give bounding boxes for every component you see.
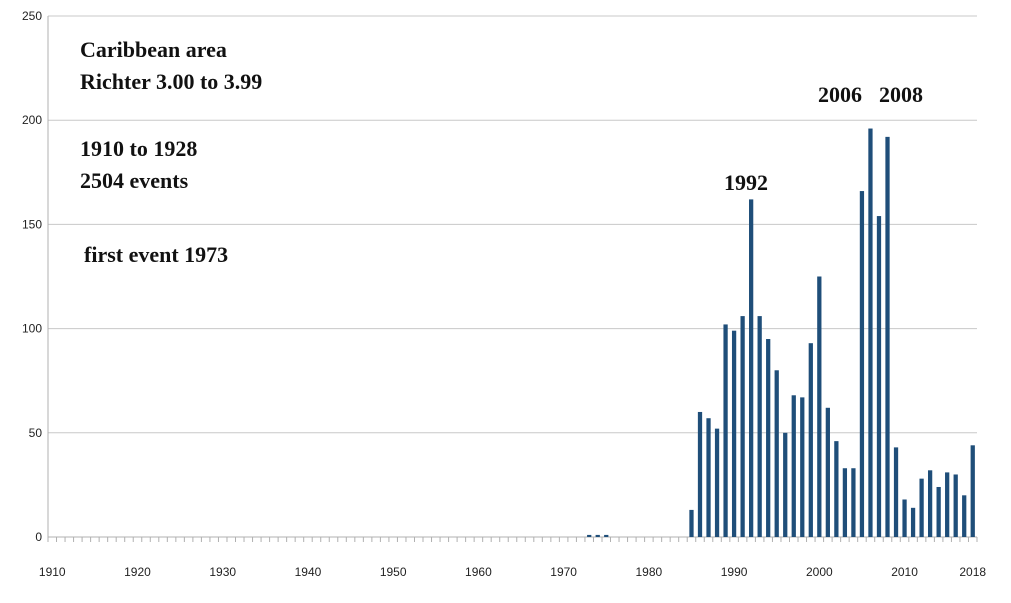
annotation-region: Caribbean area	[80, 37, 227, 62]
bar-1973	[587, 534, 592, 537]
bar-1988	[714, 428, 720, 537]
bar-2007	[876, 216, 882, 537]
bar-2006	[868, 128, 873, 537]
y-tick-label: 0	[35, 530, 42, 544]
bar-1992	[749, 199, 754, 537]
bar-2018	[970, 445, 975, 537]
bar-2001	[825, 407, 830, 537]
annotation-magnitude: Richter 3.00 to 3.99	[80, 69, 262, 94]
bar-2016	[953, 474, 958, 537]
x-tick-label: 1960	[465, 565, 492, 579]
y-axis-ticks: 0 50 100 150 200 250	[22, 9, 42, 544]
bar-1998	[800, 397, 805, 537]
bar-2015	[945, 472, 950, 537]
x-tick-label: 2010	[891, 565, 918, 579]
bar-1991	[740, 316, 745, 537]
x-tick-label: 1990	[721, 565, 748, 579]
x-tick-label: 2000	[806, 565, 833, 579]
bar-2004	[851, 468, 856, 537]
y-tick-label: 50	[29, 426, 43, 440]
bar-2000	[817, 276, 822, 537]
bars	[587, 128, 975, 537]
x-tick-label: 1930	[209, 565, 236, 579]
bar-2017	[962, 495, 967, 537]
bar-1974	[595, 534, 600, 537]
x-tick-label: 1980	[636, 565, 663, 579]
y-tick-label: 150	[22, 217, 42, 231]
bar-1986	[697, 411, 703, 537]
bar-1996	[783, 432, 788, 537]
bar-2002	[834, 441, 839, 537]
bar-2005	[859, 191, 865, 537]
x-tick-label: 1950	[380, 565, 407, 579]
bar-1989	[723, 324, 728, 537]
bar-2011	[910, 507, 916, 537]
bar-2014	[936, 486, 941, 537]
bar-1985	[689, 509, 694, 537]
y-tick-label: 200	[22, 113, 42, 127]
bar-1995	[774, 370, 779, 537]
annotation-period: 1910 to 1928	[80, 136, 197, 161]
x-tick-label: 1940	[295, 565, 322, 579]
bar-1987	[706, 418, 711, 537]
annotation-event-count: 2504 events	[80, 168, 189, 193]
bar-2003	[842, 468, 848, 537]
bar-2008	[885, 136, 890, 537]
bar-2012	[919, 478, 924, 537]
annotation-first-event: first event 1973	[84, 242, 228, 267]
gridlines	[48, 15, 977, 434]
y-tick-label: 100	[22, 322, 42, 336]
bar-1993	[757, 316, 762, 537]
x-tick-label: 1920	[124, 565, 151, 579]
bar-2010	[902, 499, 907, 537]
bar-1997	[791, 395, 796, 537]
y-tick-label: 250	[22, 9, 42, 23]
bar-1990	[731, 330, 737, 537]
annotation-peak-1992: 1992	[724, 170, 768, 195]
bar-1999	[808, 343, 813, 537]
bar-1994	[766, 339, 771, 537]
x-axis: 1910 1920 1930 1940 1950 1960 1970 1980 1990 2000…	[39, 16, 986, 579]
bar-2013	[927, 470, 933, 537]
bar-1975	[604, 534, 609, 537]
bar-2009	[893, 447, 899, 537]
annotation-peak-2006: 2006	[818, 82, 862, 107]
x-tick-label: 2018	[959, 565, 986, 579]
x-tick-label: 1910	[39, 565, 66, 579]
annotation-peak-2008: 2008	[879, 82, 923, 107]
x-tick-label: 1970	[550, 565, 577, 579]
